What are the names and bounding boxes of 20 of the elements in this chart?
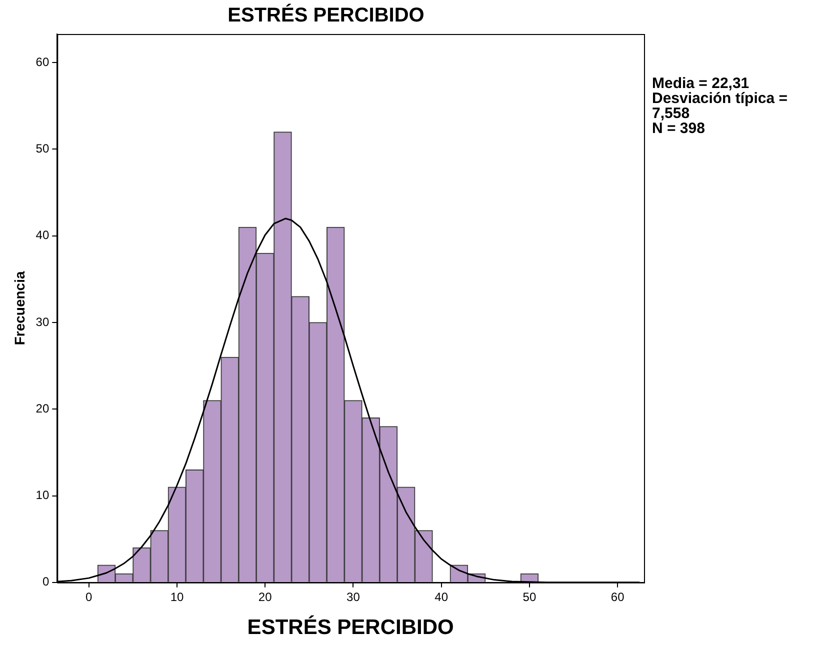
x-axis-title: ESTRÉS PERCIBIDO <box>247 615 454 640</box>
x-tick-label: 10 <box>170 590 184 604</box>
x-tick-label: 0 <box>86 590 93 604</box>
x-tick-label: 30 <box>346 590 360 604</box>
text: Desviación típica = 7,558 <box>652 90 788 122</box>
y-tick-label: 0 <box>42 574 50 589</box>
x-tick-label: 40 <box>434 590 448 604</box>
text: N = 398 <box>652 120 706 137</box>
y-tick-label: 40 <box>36 228 50 242</box>
text: Media = 22,31 <box>652 75 750 92</box>
y-tick-label: 30 <box>36 314 50 329</box>
x-tick-label: 60 <box>610 590 625 604</box>
y-tick-label: 60 <box>36 54 50 69</box>
chart-title: ESTRÉS PERCIBIDO <box>228 4 424 27</box>
x-tick-label: 20 <box>258 590 272 604</box>
y-tick-label: 50 <box>36 142 50 156</box>
y-axis-title: Frecuencia <box>11 271 28 346</box>
x-tick-label: 50 <box>522 590 536 604</box>
y-tick-label: 10 <box>36 488 50 502</box>
y-tick-label: 20 <box>36 401 50 416</box>
